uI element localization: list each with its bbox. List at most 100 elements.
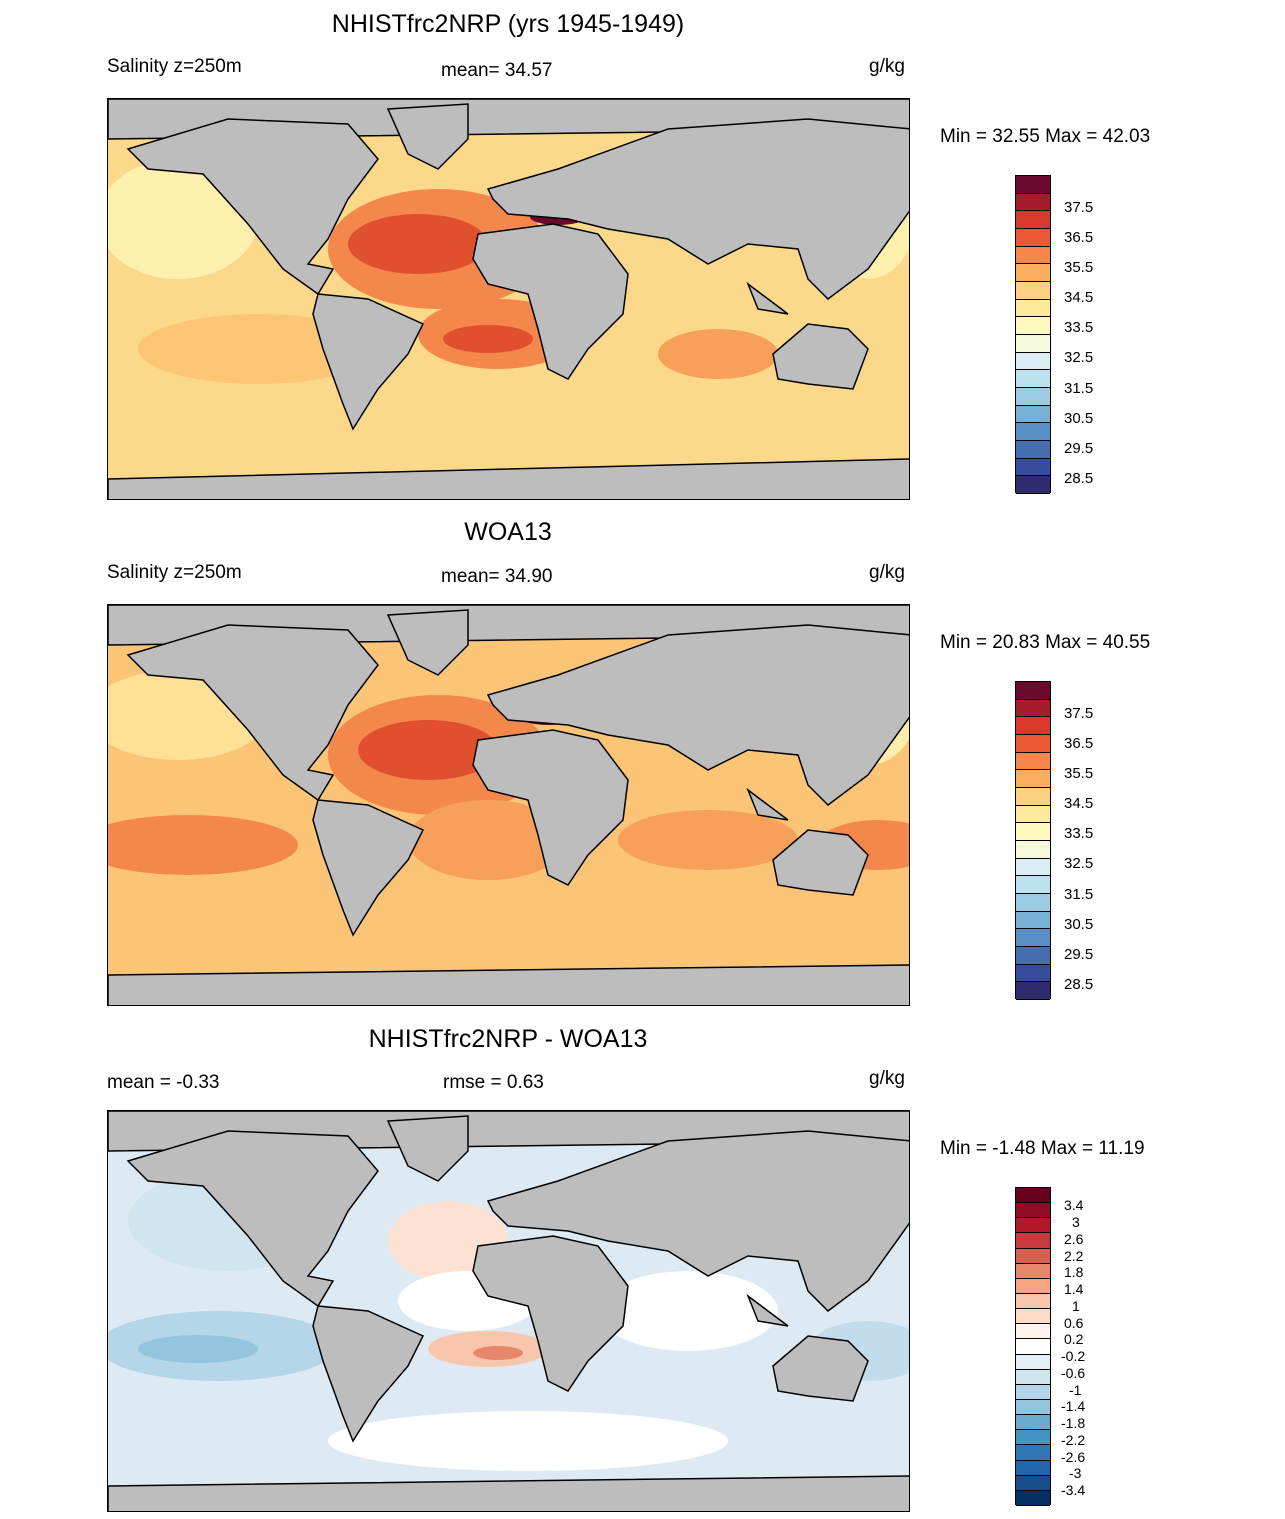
panel-2-south-pacific-high [108, 815, 298, 875]
panel-1-indian [658, 329, 778, 379]
colorbar-segment [1016, 246, 1050, 265]
panel-1-mean-label: mean= 34.57 [441, 60, 553, 81]
panel-2-map [107, 604, 910, 1006]
colorbar-segment [1016, 441, 1050, 459]
panel-1-minmax: Min = 32.55 Max = 42.03 [940, 126, 1151, 147]
panel-3-cb-label: -3 [1069, 1465, 1082, 1481]
colorbar-segment [1016, 1278, 1050, 1294]
panel-3-rmse-label: rmse = 0.63 [443, 1072, 544, 1093]
colorbar-segment [1016, 458, 1050, 477]
panel-2-cb-label: 32.5 [1064, 855, 1094, 872]
colorbar-segment [1016, 1400, 1050, 1416]
panel-1-colorbar [1015, 175, 1051, 494]
colorbar-segment [1016, 1445, 1050, 1461]
panel-3-cb-label: -0.6 [1061, 1365, 1086, 1381]
panel-1-cb-label: 33.5 [1064, 319, 1094, 336]
panel-1-cb-label: 31.5 [1064, 380, 1094, 397]
panel-2-title: WOA13 [464, 518, 552, 546]
colorbar-segment [1016, 317, 1050, 335]
colorbar-segment [1016, 770, 1050, 788]
panel-2-atlantic-core [358, 720, 498, 780]
panel-2-cb-label: 30.5 [1064, 916, 1094, 933]
colorbar-segment [1016, 1294, 1050, 1310]
colorbar-segment [1016, 193, 1050, 212]
colorbar-segment [1016, 282, 1050, 300]
panel-3-southern-neutral [328, 1411, 728, 1471]
panel-3-cb-label: -1.8 [1061, 1415, 1086, 1431]
panel-3-indian-neutral [598, 1271, 778, 1351]
colorbar-segment [1016, 911, 1050, 930]
panel-2-cb-label: 36.5 [1064, 735, 1094, 752]
panel-3-cb-label: 0.2 [1064, 1331, 1084, 1347]
panel-2-colorbar-fill [1015, 681, 1051, 1000]
panel-2-minmax: Min = 20.83 Max = 40.55 [940, 632, 1151, 653]
colorbar-segment [1016, 1475, 1050, 1491]
panel-3-cb-label: -3.4 [1061, 1482, 1086, 1498]
panel-3-pacific-neg-core [138, 1335, 258, 1363]
panel-1-cb-label: 36.5 [1064, 229, 1094, 246]
panel-2-indian [618, 810, 798, 870]
panel-3-cb-label: 2.6 [1064, 1231, 1084, 1247]
panel-2-colorbar [1015, 681, 1051, 1000]
panel-1-cb-label: 32.5 [1064, 349, 1094, 366]
colorbar-segment [1016, 841, 1050, 859]
panel-3-south-atlantic-core [473, 1346, 523, 1360]
colorbar-segment [1016, 1369, 1050, 1385]
colorbar-segment [1016, 264, 1050, 282]
panel-3-cb-label: -1 [1069, 1382, 1082, 1398]
colorbar-segment [1016, 876, 1050, 894]
panel-3-title: NHISTfrc2NRP - WOA13 [368, 1025, 648, 1053]
colorbar-segment [1016, 1430, 1050, 1446]
panel-3-mean-label: mean = -0.33 [107, 1072, 220, 1093]
panel-2-cb-label: 28.5 [1064, 976, 1094, 993]
colorbar-segment [1016, 1203, 1050, 1219]
colorbar-segment [1016, 476, 1050, 494]
panel-2-cb-label: 31.5 [1064, 886, 1094, 903]
colorbar-segment [1016, 805, 1050, 824]
colorbar-segment [1016, 1324, 1050, 1340]
panel-3-cb-label: 1.8 [1064, 1264, 1084, 1280]
colorbar-segment [1016, 1218, 1050, 1234]
panel-2-cb-label: 34.5 [1064, 795, 1094, 812]
panel-3-cb-label: -2.6 [1061, 1449, 1086, 1465]
panel-2-cb-label: 37.5 [1064, 705, 1094, 722]
panel-2-map-svg [108, 605, 909, 1005]
colorbar-segment [1016, 405, 1050, 424]
colorbar-segment [1016, 1415, 1050, 1431]
colorbar-segment [1016, 699, 1050, 718]
panel-1-title: NHISTfrc2NRP (yrs 1945-1949) [331, 10, 685, 38]
colorbar-segment [1016, 929, 1050, 947]
panel-1-land [108, 99, 909, 499]
panel-2-cb-label: 29.5 [1064, 946, 1094, 963]
panel-3-land [108, 1111, 909, 1511]
colorbar-segment [1016, 752, 1050, 771]
colorbar-segment [1016, 947, 1050, 965]
colorbar-segment [1016, 335, 1050, 353]
colorbar-segment [1016, 388, 1050, 406]
colorbar-segment [1016, 823, 1050, 841]
panel-2-cb-label: 35.5 [1064, 765, 1094, 782]
panel-3-colorbar-fill [1015, 1187, 1051, 1506]
panel-3-map [107, 1110, 910, 1512]
colorbar-segment [1016, 1248, 1050, 1264]
panel-1-cb-label: 29.5 [1064, 440, 1094, 457]
panel-1-units-label: g/kg [869, 56, 905, 77]
panel-1-colorbar-fill [1015, 175, 1051, 494]
panel-2-variable-label: Salinity z=250m [107, 562, 242, 583]
colorbar-segment [1016, 717, 1050, 735]
colorbar-segment [1016, 211, 1050, 229]
colorbar-segment [1016, 964, 1050, 983]
colorbar-segment [1016, 1188, 1050, 1204]
panel-1-cb-label: 35.5 [1064, 259, 1094, 276]
colorbar-segment [1016, 1354, 1050, 1370]
panel-2-land [108, 605, 909, 1005]
colorbar-segment [1016, 423, 1050, 441]
colorbar-segment [1016, 858, 1050, 877]
panel-3-minmax: Min = -1.48 Max = 11.19 [940, 1138, 1145, 1159]
colorbar-segment [1016, 682, 1050, 700]
colorbar-segment [1016, 229, 1050, 247]
panel-3-colorbar [1015, 1187, 1051, 1506]
colorbar-segment [1016, 352, 1050, 371]
panel-1-cb-label: 30.5 [1064, 410, 1094, 427]
colorbar-segment [1016, 1460, 1050, 1476]
